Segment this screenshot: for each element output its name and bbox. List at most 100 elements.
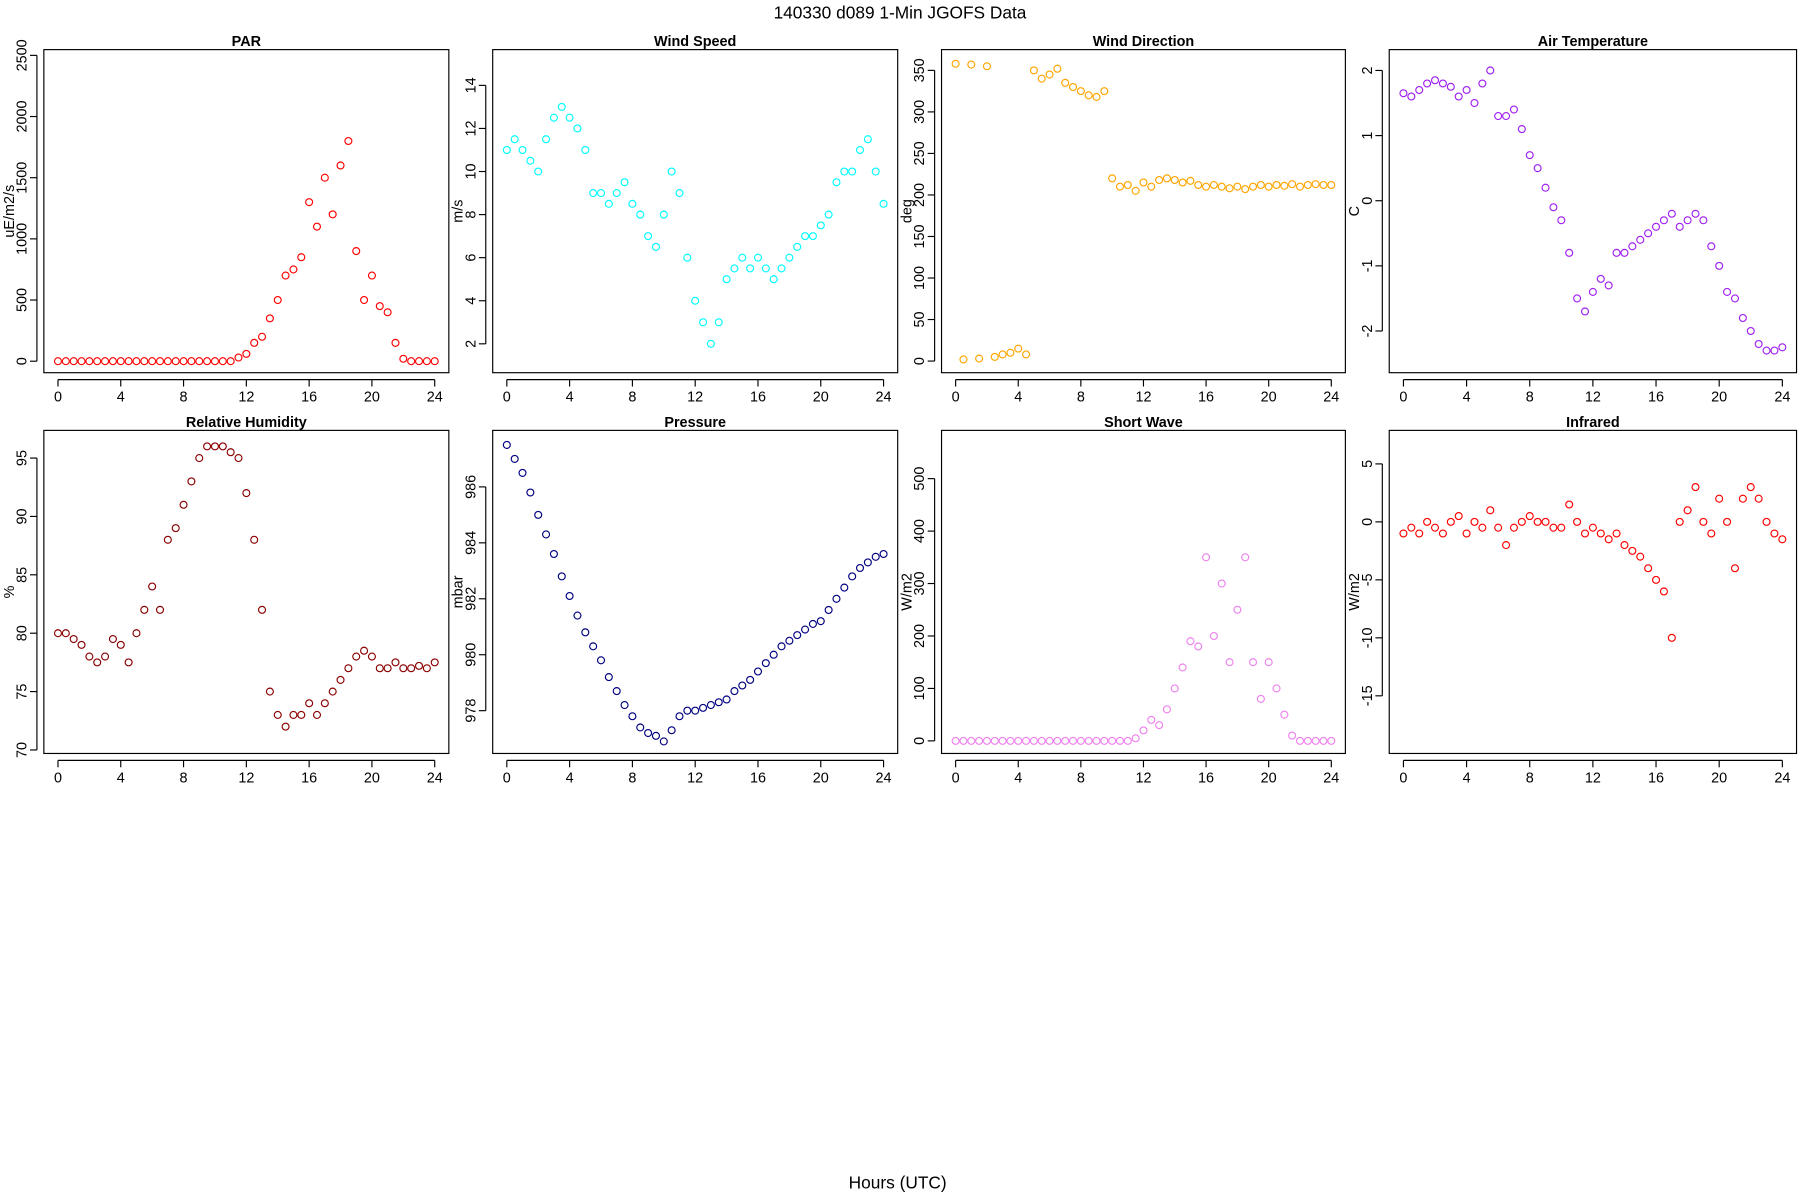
- point: [620, 178, 629, 187]
- point: [1715, 261, 1724, 270]
- point: [1612, 529, 1621, 538]
- point: [1438, 529, 1447, 538]
- point: [61, 629, 70, 638]
- y-tick-label: 200: [912, 624, 928, 648]
- point: [1022, 350, 1031, 359]
- point: [203, 442, 212, 451]
- point: [518, 468, 527, 477]
- point: [816, 221, 825, 230]
- point: [132, 629, 141, 638]
- x-tick-label: 4: [1014, 770, 1022, 786]
- point: [422, 357, 431, 366]
- point: [407, 357, 416, 366]
- point: [179, 357, 188, 366]
- point: [644, 232, 653, 241]
- point: [1202, 182, 1211, 191]
- point: [1509, 523, 1518, 532]
- point: [226, 357, 235, 366]
- x-tick-label: 12: [687, 770, 703, 786]
- point: [1525, 151, 1534, 160]
- point: [1053, 64, 1062, 73]
- point: [1186, 176, 1195, 185]
- point: [1659, 587, 1668, 596]
- point: [1061, 736, 1070, 745]
- point: [1147, 182, 1156, 191]
- point: [959, 355, 968, 364]
- point: [808, 232, 817, 241]
- point: [375, 664, 384, 673]
- point: [179, 500, 188, 509]
- x-tick-label: 4: [117, 770, 125, 786]
- y-tick-label: 95: [15, 450, 31, 466]
- point: [77, 640, 86, 649]
- point: [1022, 736, 1031, 745]
- point: [1415, 85, 1424, 95]
- point: [1068, 736, 1078, 745]
- y-tick-label: 400: [912, 519, 928, 543]
- point: [1612, 248, 1621, 257]
- x-tick-label: 4: [566, 390, 574, 406]
- x-tick-label: 4: [1463, 390, 1471, 406]
- point: [383, 308, 392, 317]
- point: [1061, 78, 1070, 87]
- point: [148, 582, 157, 591]
- point: [1248, 658, 1258, 667]
- point: [1517, 517, 1526, 526]
- point: [77, 357, 86, 366]
- point: [1478, 79, 1487, 88]
- y-tick-label: 0: [15, 357, 31, 365]
- x-tick-label: 16: [750, 770, 766, 786]
- point: [840, 583, 849, 592]
- point: [1327, 736, 1336, 745]
- point: [636, 723, 645, 732]
- point: [1100, 736, 1109, 745]
- x-tick-label: 24: [427, 770, 443, 786]
- x-tick-label: 0: [952, 390, 960, 406]
- point: [1217, 182, 1226, 191]
- point: [1715, 494, 1724, 503]
- point: [1651, 222, 1661, 231]
- y-tick-label: 980: [463, 643, 479, 667]
- y-tick-label: 100: [912, 676, 928, 700]
- point: [1730, 294, 1740, 303]
- plot-frame: [1388, 429, 1798, 755]
- panel-title: Infrared: [1566, 415, 1620, 431]
- point: [352, 247, 361, 256]
- point: [871, 552, 880, 561]
- point: [675, 189, 684, 198]
- point: [187, 357, 196, 366]
- point: [777, 642, 786, 651]
- point: [265, 687, 274, 696]
- point: [93, 658, 102, 667]
- point: [281, 271, 290, 280]
- y-tick-label: 6: [463, 254, 479, 262]
- point: [430, 658, 439, 667]
- point: [967, 60, 976, 69]
- point: [289, 710, 298, 719]
- point: [273, 295, 282, 305]
- point: [753, 253, 763, 262]
- point: [140, 357, 149, 366]
- point: [210, 442, 219, 451]
- point: [1288, 731, 1297, 740]
- y-tick-label: 10: [463, 164, 479, 180]
- point: [565, 591, 574, 601]
- point: [1280, 710, 1289, 719]
- point: [1667, 209, 1676, 218]
- point: [1620, 248, 1629, 257]
- point: [1628, 546, 1637, 555]
- point: [738, 681, 747, 690]
- point: [706, 339, 715, 348]
- x-tick-label: 12: [1585, 390, 1601, 406]
- point: [951, 736, 960, 745]
- point: [769, 275, 778, 284]
- point: [769, 650, 778, 659]
- x-tick-label: 8: [180, 390, 188, 406]
- point: [258, 605, 267, 614]
- point: [1446, 517, 1455, 526]
- point: [124, 658, 133, 667]
- point: [1068, 82, 1078, 92]
- point: [549, 549, 558, 559]
- point: [1084, 736, 1093, 745]
- x-tick-label: 4: [117, 390, 125, 406]
